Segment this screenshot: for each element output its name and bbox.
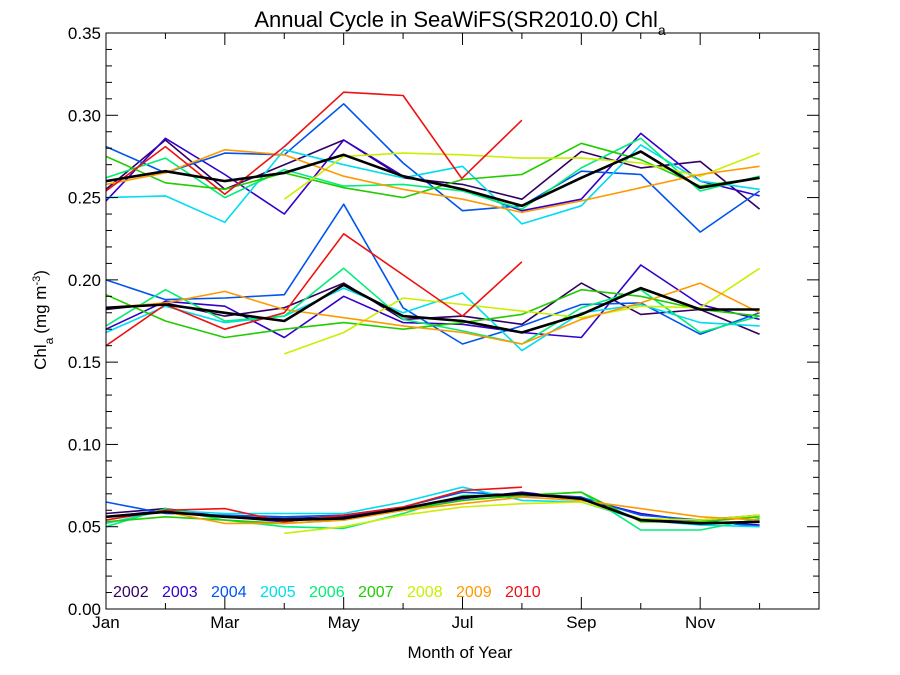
series-line-2006-0 <box>105 137 760 210</box>
y-axis-title: Chla (mg m-3) <box>31 270 56 370</box>
series-line-2010-1 <box>461 119 523 179</box>
series-line-2009-2 <box>105 496 760 525</box>
series-2009 <box>105 149 760 525</box>
legend-entry-2010: 2010 <box>505 584 541 601</box>
chart-title: Annual Cycle in SeaWiFS(SR2010.0) Chla <box>254 7 666 38</box>
legend-entry-2005: 2005 <box>260 584 296 601</box>
series-line-2003-1 <box>105 264 760 339</box>
x-tick-label: Jan <box>92 613 119 632</box>
x-tick-label: Sep <box>566 613 596 632</box>
legend-entry-2002: 2002 <box>113 584 149 601</box>
legend: 2002 2003 2004 2005 2006 2007 2008 2009 2010 <box>113 584 541 601</box>
series-2002 <box>105 139 761 521</box>
series-line-mean-0 <box>105 150 760 208</box>
series-line-2010-0 <box>105 91 464 196</box>
legend-entry-2008: 2008 <box>407 584 443 601</box>
series-2007 <box>105 142 760 525</box>
series-line-2008-2 <box>284 501 760 535</box>
y-axis-title-close: ) <box>31 270 50 276</box>
y-axis-title-subscript: a <box>42 337 56 344</box>
series-line-2003-0 <box>105 132 760 215</box>
series-layer <box>105 91 761 535</box>
y-tick-label: 0.25 <box>68 189 101 208</box>
series-mean <box>105 150 760 525</box>
series-line-2009-0 <box>105 149 760 214</box>
series-line-2004-0 <box>105 103 761 233</box>
y-axis-title-exponent: -3 <box>31 276 43 286</box>
y-tick-label: 0.20 <box>68 271 101 290</box>
legend-entry-2009: 2009 <box>456 584 492 601</box>
series-line-2005-1 <box>105 287 760 352</box>
y-tick-label: 0.15 <box>68 353 101 372</box>
x-tick-label: Jul <box>452 613 474 632</box>
series-line-2009-1 <box>105 282 760 345</box>
series-line-2002-0 <box>105 139 761 210</box>
chart-title-subscript: a <box>658 22 666 38</box>
chart-title-text: Annual Cycle in SeaWiFS(SR2010.0) Chl <box>254 7 658 32</box>
legend-entry-2003: 2003 <box>162 584 198 601</box>
series-line-2006-2 <box>105 491 760 531</box>
x-tick-label: May <box>328 613 361 632</box>
x-tick-label: Nov <box>685 613 716 632</box>
x-tick-label: Mar <box>210 613 240 632</box>
x-axis-title: Month of Year <box>408 643 513 662</box>
series-line-2005-0 <box>105 144 760 225</box>
y-tick-label: 0.00 <box>68 600 101 619</box>
legend-entry-2007: 2007 <box>358 584 394 601</box>
series-line-2008-0 <box>283 152 760 200</box>
series-line-2007-1 <box>105 288 760 339</box>
y-tick-label: 0.10 <box>68 435 101 454</box>
y-tick-label: 0.35 <box>68 24 101 43</box>
legend-entry-2004: 2004 <box>211 584 247 601</box>
y-tick-label: 0.30 <box>68 106 101 125</box>
axes-layer: 0.00 0.05 0.10 0.15 0.20 0.25 0.30 0.35 Jan Mar Ma… <box>68 24 820 632</box>
series-line-2010-2 <box>105 233 523 347</box>
y-axis-title-unit: (mg m <box>31 286 50 334</box>
y-axis-title-main: Chl <box>31 344 50 370</box>
series-line-mean-2 <box>105 492 760 525</box>
series-2005 <box>105 144 760 528</box>
series-line-mean-1 <box>105 283 760 334</box>
series-2006 <box>105 137 760 531</box>
series-line-2007-0 <box>105 142 760 199</box>
legend-entry-2006: 2006 <box>309 584 345 601</box>
y-tick-label: 0.05 <box>68 518 101 537</box>
